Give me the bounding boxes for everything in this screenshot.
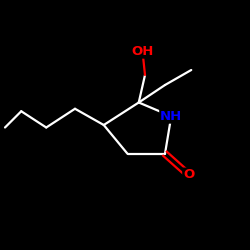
Text: OH: OH: [131, 45, 154, 58]
Text: O: O: [183, 168, 194, 181]
Text: NH: NH: [160, 110, 182, 123]
